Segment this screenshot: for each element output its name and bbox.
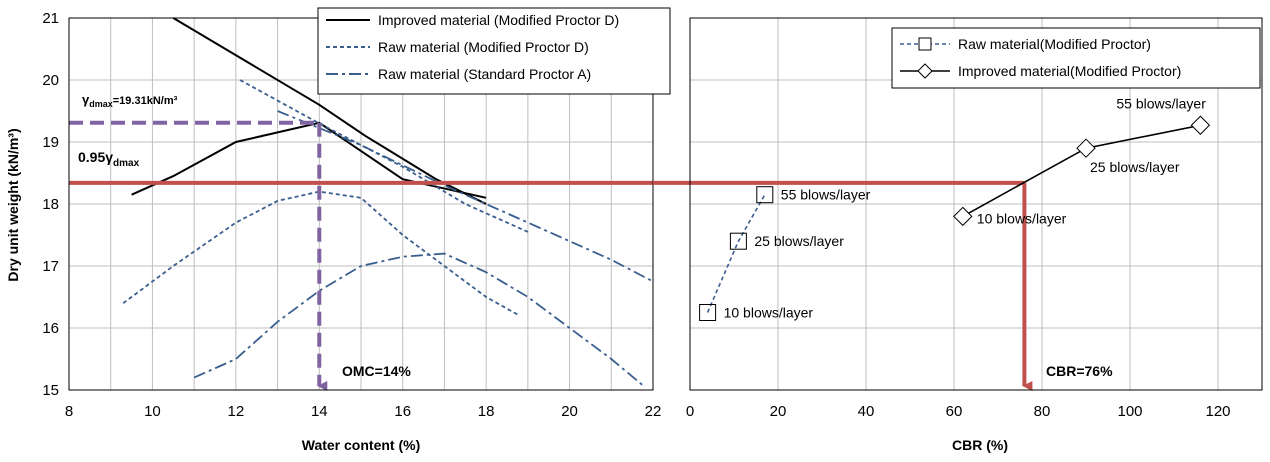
right-x-axis-label: CBR (%): [952, 437, 1008, 453]
left-x-tick-labels: 8 10 12 14 16 18 20 22: [65, 403, 662, 420]
right-reference-lines: [653, 180, 1033, 391]
left-series-line-5: [277, 110, 654, 283]
left-x-tick-label: 16: [394, 403, 411, 420]
left-x-tick-label: 20: [561, 403, 578, 420]
left-x-tick-label: 18: [478, 403, 495, 420]
legend-diamond-marker-icon: [917, 63, 933, 79]
raw-point-label: 10 blows/layer: [724, 305, 814, 321]
square-marker: [756, 186, 774, 204]
left-x-tick-label: 22: [645, 403, 662, 420]
left-y-tick-label: 20: [42, 72, 59, 89]
right-x-tick-labels: 0 20 40 60 80 100 120: [686, 403, 1231, 420]
left-y-tick-label: 19: [42, 134, 59, 151]
right-x-tick-label: 40: [858, 403, 875, 420]
left-y-tick-label: 16: [42, 320, 59, 337]
right-plot-frame: [689, 17, 1263, 391]
improved-point-label: 25 blows/layer: [1090, 159, 1180, 175]
gamma-max-subscript: dmax: [89, 99, 113, 109]
raw-point-label: 25 blows/layer: [754, 233, 844, 249]
gamma-max-value: =19.31kN/m³: [113, 95, 178, 107]
legend-label-improved-modified: Improved material (Modified Proctor D): [378, 12, 619, 28]
raw-point-label: 55 blows/layer: [781, 187, 871, 203]
legend-label-raw-cbr: Raw material(Modified Proctor): [958, 36, 1151, 52]
right-x-tick-label: 120: [1205, 403, 1230, 420]
right-x-tick-label: 80: [1034, 403, 1051, 420]
right-legend-box: [891, 27, 1261, 89]
diamond-marker: [953, 206, 973, 227]
diamond-marker: [1190, 115, 1211, 135]
right-series: [699, 115, 1211, 321]
left-y-tick-label: 15: [42, 382, 59, 399]
left-series-line-0: [131, 121, 487, 199]
left-series-line-3: [172, 17, 487, 205]
legend-label-raw-standard: Raw material (Standard Proctor A): [378, 66, 591, 82]
right-x-tick-label: 20: [770, 403, 787, 420]
omc-label: OMC=14%: [342, 363, 411, 379]
left-series-line-4: [239, 79, 529, 233]
improved-point-label: 55 blows/layer: [1116, 95, 1206, 111]
left-series-line-1: [122, 190, 520, 317]
left-y-axis-label: Dry unit weight (kN/m³): [5, 128, 21, 281]
left-x-tick-label: 8: [65, 403, 73, 420]
right-x-tick-label: 0: [686, 403, 694, 420]
square-marker: [699, 304, 717, 321]
left-x-tick-label: 10: [144, 403, 161, 420]
right-point-labels: 10 blows/layer 25 blows/layer 55 blows/lay…: [724, 95, 1207, 320]
gamma-max-symbol: γ: [82, 92, 90, 107]
criterion-95-prefix: 0.95γ: [78, 149, 113, 165]
left-legend-box: [317, 7, 671, 95]
left-series-line-2: [193, 252, 646, 388]
criterion-95-subscript: dmax: [113, 158, 140, 169]
left-y-tick-label: 18: [42, 196, 59, 213]
left-x-tick-label: 14: [311, 403, 328, 420]
left-y-tick-label: 21: [42, 10, 59, 27]
improved-point-label: 10 blows/layer: [977, 210, 1067, 226]
left-panel: 15 16 17 18 19 20 21 8 10 12 14 16 18 20 22 Water con…: [5, 7, 671, 453]
criterion-95-annotation: 0.95γdmax: [78, 149, 140, 169]
cbr-label: CBR=76%: [1046, 363, 1113, 379]
left-y-tick-labels: 15 16 17 18 19 20 21: [42, 10, 59, 399]
left-legend: Improved material (Modified Proctor D) R…: [317, 7, 671, 95]
right-x-tick-label: 60: [946, 403, 963, 420]
left-reference-lines: [69, 120, 653, 391]
gamma-max-annotation: γdmax=19.31kN/m³: [82, 92, 178, 109]
left-x-tick-label: 12: [228, 403, 245, 420]
right-legend: Raw material(Modified Proctor) Improved …: [891, 27, 1261, 89]
legend-label-raw-modified: Raw material (Modified Proctor D): [378, 39, 589, 55]
legend-square-marker-icon: [918, 37, 932, 51]
right-x-tick-label: 100: [1117, 403, 1142, 420]
right-series-line-0: [706, 194, 766, 313]
right-panel: 10 blows/layer 25 blows/layer 55 blows/lay…: [653, 17, 1263, 453]
diamond-marker: [1076, 138, 1096, 158]
left-y-tick-label: 17: [42, 258, 59, 275]
left-x-axis-label: Water content (%): [302, 437, 420, 453]
square-marker: [729, 232, 747, 250]
legend-label-improved-cbr: Improved material(Modified Proctor): [958, 63, 1181, 79]
